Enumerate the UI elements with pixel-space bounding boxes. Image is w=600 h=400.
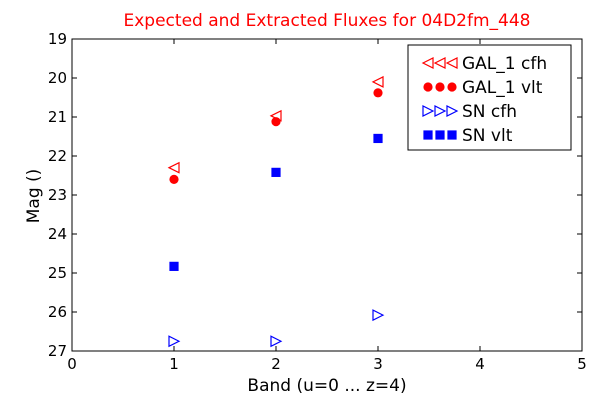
legend-marker (423, 82, 433, 92)
data-point (371, 75, 384, 88)
y-tick-label: 27 (48, 342, 67, 360)
data-point (372, 309, 385, 322)
data-point (271, 117, 281, 127)
data-points (167, 75, 385, 348)
legend-label: GAL_1 cfh (462, 54, 547, 74)
legend-marker (445, 57, 458, 69)
plot-area (71, 38, 583, 352)
legend-marker (433, 57, 446, 69)
legend: GAL_1 cfh GAL_1 vlt SN cfh SN vlt (407, 44, 572, 151)
x-tick-label: 1 (169, 355, 179, 373)
chart-title: Expected and Extracted Fluxes for 04D2fm… (124, 11, 531, 31)
y-tick-label: 24 (48, 225, 67, 243)
legend-marker (435, 82, 445, 92)
legend-marker (447, 130, 457, 140)
legend-marker (423, 130, 433, 140)
legend-label: SN cfh (462, 102, 517, 122)
data-point (373, 88, 383, 98)
x-tick-label: 4 (475, 355, 485, 373)
y-tick-label: 21 (48, 108, 67, 126)
y-tick-label: 26 (48, 303, 67, 321)
legend-label: SN vlt (462, 126, 513, 146)
x-axis-label: Band (u=0 ... z=4) (247, 376, 406, 396)
x-tick-label: 5 (577, 355, 587, 373)
y-axis-ticks: 19 20 21 22 23 24 25 26 27 (48, 30, 582, 360)
y-axis-label: Mag () (24, 169, 44, 224)
legend-marker (447, 82, 457, 92)
data-point (271, 167, 281, 177)
legend-marker (435, 130, 445, 140)
data-point (169, 174, 179, 184)
legend-label: GAL_1 vlt (462, 78, 543, 98)
data-point (167, 161, 180, 174)
y-tick-label: 23 (48, 186, 67, 204)
x-tick-label: 2 (271, 355, 281, 373)
y-tick-label: 25 (48, 264, 67, 282)
legend-marker (434, 105, 447, 117)
y-tick-label: 19 (48, 30, 67, 48)
data-point (373, 133, 383, 144)
legend-marker (446, 105, 459, 117)
x-tick-label: 0 (67, 355, 77, 373)
legend-marker (422, 105, 435, 117)
data-point (168, 335, 181, 348)
data-point (169, 261, 179, 271)
x-tick-label: 3 (373, 355, 383, 373)
y-tick-label: 22 (48, 147, 67, 165)
data-point (270, 335, 283, 348)
legend-marker (421, 57, 434, 69)
y-tick-label: 20 (48, 69, 67, 87)
